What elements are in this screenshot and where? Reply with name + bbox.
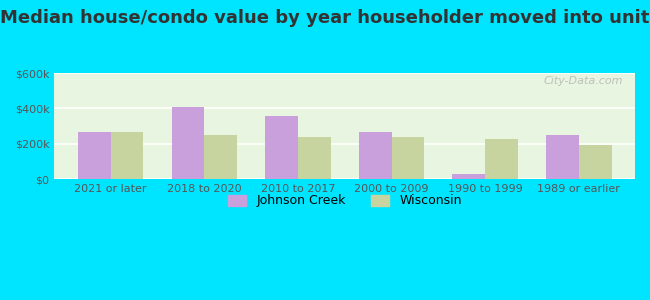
Text: Median house/condo value by year householder moved into unit: Median house/condo value by year househo… bbox=[0, 9, 650, 27]
Text: City-Data.com: City-Data.com bbox=[544, 76, 623, 86]
Bar bbox=[172, 107, 204, 179]
Bar bbox=[78, 132, 111, 179]
Bar bbox=[111, 132, 144, 179]
Bar bbox=[359, 132, 391, 179]
Bar bbox=[546, 136, 578, 179]
Bar bbox=[204, 136, 237, 179]
Legend: Johnson Creek, Wisconsin: Johnson Creek, Wisconsin bbox=[221, 188, 468, 214]
Bar bbox=[265, 116, 298, 179]
Bar bbox=[298, 137, 331, 179]
Bar bbox=[578, 145, 612, 179]
Bar bbox=[485, 139, 518, 179]
Bar bbox=[452, 174, 485, 179]
Bar bbox=[391, 137, 424, 179]
